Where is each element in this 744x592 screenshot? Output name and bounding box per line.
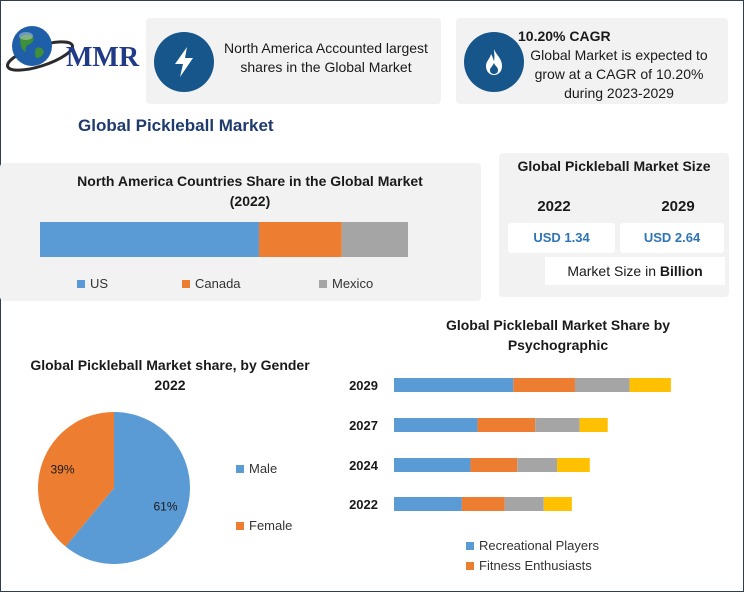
- psychographic-bar-segment: [394, 378, 514, 392]
- psychographic-bar-segment: [579, 418, 608, 432]
- psychographic-year-label: 2029: [349, 378, 378, 393]
- legend-canada-swatch: [182, 279, 190, 288]
- legend-us-label: US: [90, 276, 109, 291]
- countries-bar-canada: [258, 222, 342, 257]
- legend-female: Female: [236, 518, 292, 533]
- market-size-note-unit: Billion: [659, 263, 703, 279]
- market-size-note: Market Size in Billion: [545, 257, 725, 285]
- legend-canada: Canada: [182, 276, 241, 291]
- legend-female-label: Female: [249, 518, 293, 533]
- legend-us: US: [77, 276, 108, 291]
- market-size-note-prefix: Market Size in: [567, 263, 657, 279]
- pie-slice-male: [65, 412, 190, 564]
- callout-cagr-heading: 10.20% CAGR: [518, 28, 611, 44]
- market-size-year-b: 2029: [661, 198, 695, 215]
- legend-us-swatch: [77, 279, 85, 288]
- legend-fitness-swatch: [466, 561, 474, 570]
- legend-male-label: Male: [249, 461, 278, 476]
- psychographic-bar-segment: [574, 378, 630, 392]
- gender-pie-chart: 61% 39%: [37, 412, 190, 564]
- psychographic-bar-segment: [394, 458, 471, 472]
- legend-recreational-swatch: [466, 541, 474, 550]
- countries-bar-mexico: [341, 222, 408, 257]
- globe-icon: [6, 26, 74, 72]
- psychographic-chart: 2029 2027 2024 2022: [349, 378, 671, 512]
- countries-bar-us: [40, 222, 259, 257]
- legend-mexico-swatch: [319, 279, 327, 288]
- psychographic-bar-segment: [543, 497, 572, 511]
- legend-canada-label: Canada: [195, 276, 241, 291]
- legend-mexico-label: Mexico: [332, 276, 374, 291]
- flame-icon: [464, 32, 524, 92]
- market-size-year-a: 2022: [537, 198, 571, 215]
- countries-share-chart: [40, 222, 408, 257]
- pie-slice-female: [37, 412, 114, 547]
- legend-fitness-label: Fitness Enthusiasts: [479, 558, 592, 573]
- callout-cagr: 10.20% CAGR Global Market is expected to…: [456, 18, 728, 104]
- psychographic-bar-segment: [461, 497, 505, 511]
- legend-female-swatch: [236, 521, 244, 530]
- psychographic-year-label: 2024: [349, 458, 379, 473]
- legend-male-swatch: [236, 464, 244, 473]
- legend-male: Male: [236, 461, 277, 476]
- callout-north-america: North America Accounted largest shares i…: [146, 18, 441, 104]
- legend-mexico: Mexico: [319, 276, 373, 291]
- brand-logo-text: MMR: [66, 42, 140, 73]
- page-title: Global Pickleball Market: [78, 116, 274, 135]
- psychographic-bar-segment: [477, 418, 536, 432]
- psychographic-bar-segment: [535, 418, 580, 432]
- psychographic-year-label: 2022: [349, 497, 378, 512]
- psychographic-bar-segment: [470, 458, 518, 472]
- legend-recreational-label: Recreational Players: [479, 538, 599, 553]
- pie-label-male: 61%: [153, 500, 177, 514]
- legend-recreational: Recreational Players: [466, 538, 599, 553]
- market-size-title: Global Pickleball Market Size: [517, 158, 711, 174]
- callout-north-america-text: North America Accounted largest shares i…: [224, 40, 428, 75]
- psychographic-bar-segment: [513, 378, 575, 392]
- gender-chart-title: Global Pickleball Market share, by Gende…: [30, 357, 310, 393]
- psychographic-year-label: 2027: [349, 418, 378, 433]
- psychographic-bar-segment: [504, 497, 544, 511]
- market-size-value-b: USD 2.64: [620, 223, 724, 253]
- lightning-icon: [154, 32, 214, 92]
- psychographic-bar-segment: [557, 458, 590, 472]
- pie-label-female: 39%: [50, 462, 74, 476]
- psychographic-bar-segment: [517, 458, 558, 472]
- psychographic-chart-title: Global Pickleball Market Share by Psycho…: [445, 317, 671, 353]
- psychographic-bar-segment: [629, 378, 671, 392]
- countries-chart-title: North America Countries Share in the Glo…: [77, 173, 423, 209]
- legend-fitness: Fitness Enthusiasts: [466, 558, 592, 573]
- psychographic-bar-segment: [394, 418, 478, 432]
- brand-logo: MMR: [4, 18, 140, 80]
- market-size-value-a: USD 1.34: [508, 223, 615, 253]
- psychographic-bar-segment: [394, 497, 462, 511]
- callout-cagr-text: Global Market is expected to grow at a C…: [530, 47, 708, 101]
